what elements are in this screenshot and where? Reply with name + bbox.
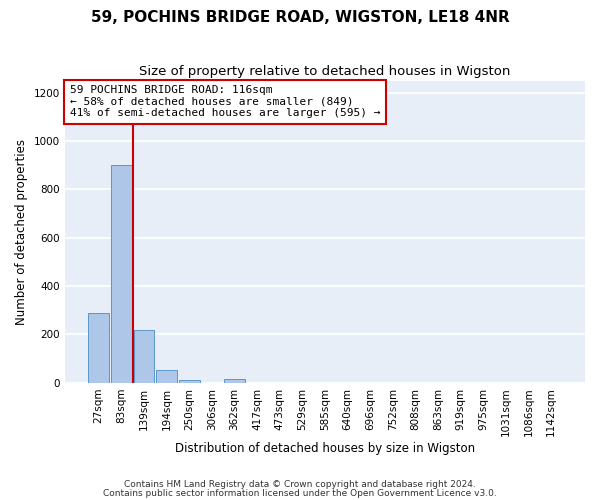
Text: 59 POCHINS BRIDGE ROAD: 116sqm
← 58% of detached houses are smaller (849)
41% of: 59 POCHINS BRIDGE ROAD: 116sqm ← 58% of … bbox=[70, 85, 380, 118]
X-axis label: Distribution of detached houses by size in Wigston: Distribution of detached houses by size … bbox=[175, 442, 475, 455]
Bar bbox=[179, 380, 200, 383]
Bar bbox=[224, 379, 245, 383]
Bar bbox=[156, 370, 177, 383]
Y-axis label: Number of detached properties: Number of detached properties bbox=[15, 138, 28, 324]
Text: 59, POCHINS BRIDGE ROAD, WIGSTON, LE18 4NR: 59, POCHINS BRIDGE ROAD, WIGSTON, LE18 4… bbox=[91, 10, 509, 25]
Text: Contains HM Land Registry data © Crown copyright and database right 2024.: Contains HM Land Registry data © Crown c… bbox=[124, 480, 476, 489]
Bar bbox=[88, 312, 109, 383]
Bar bbox=[111, 165, 132, 383]
Text: Contains public sector information licensed under the Open Government Licence v3: Contains public sector information licen… bbox=[103, 488, 497, 498]
Bar bbox=[134, 330, 154, 383]
Title: Size of property relative to detached houses in Wigston: Size of property relative to detached ho… bbox=[139, 65, 511, 78]
